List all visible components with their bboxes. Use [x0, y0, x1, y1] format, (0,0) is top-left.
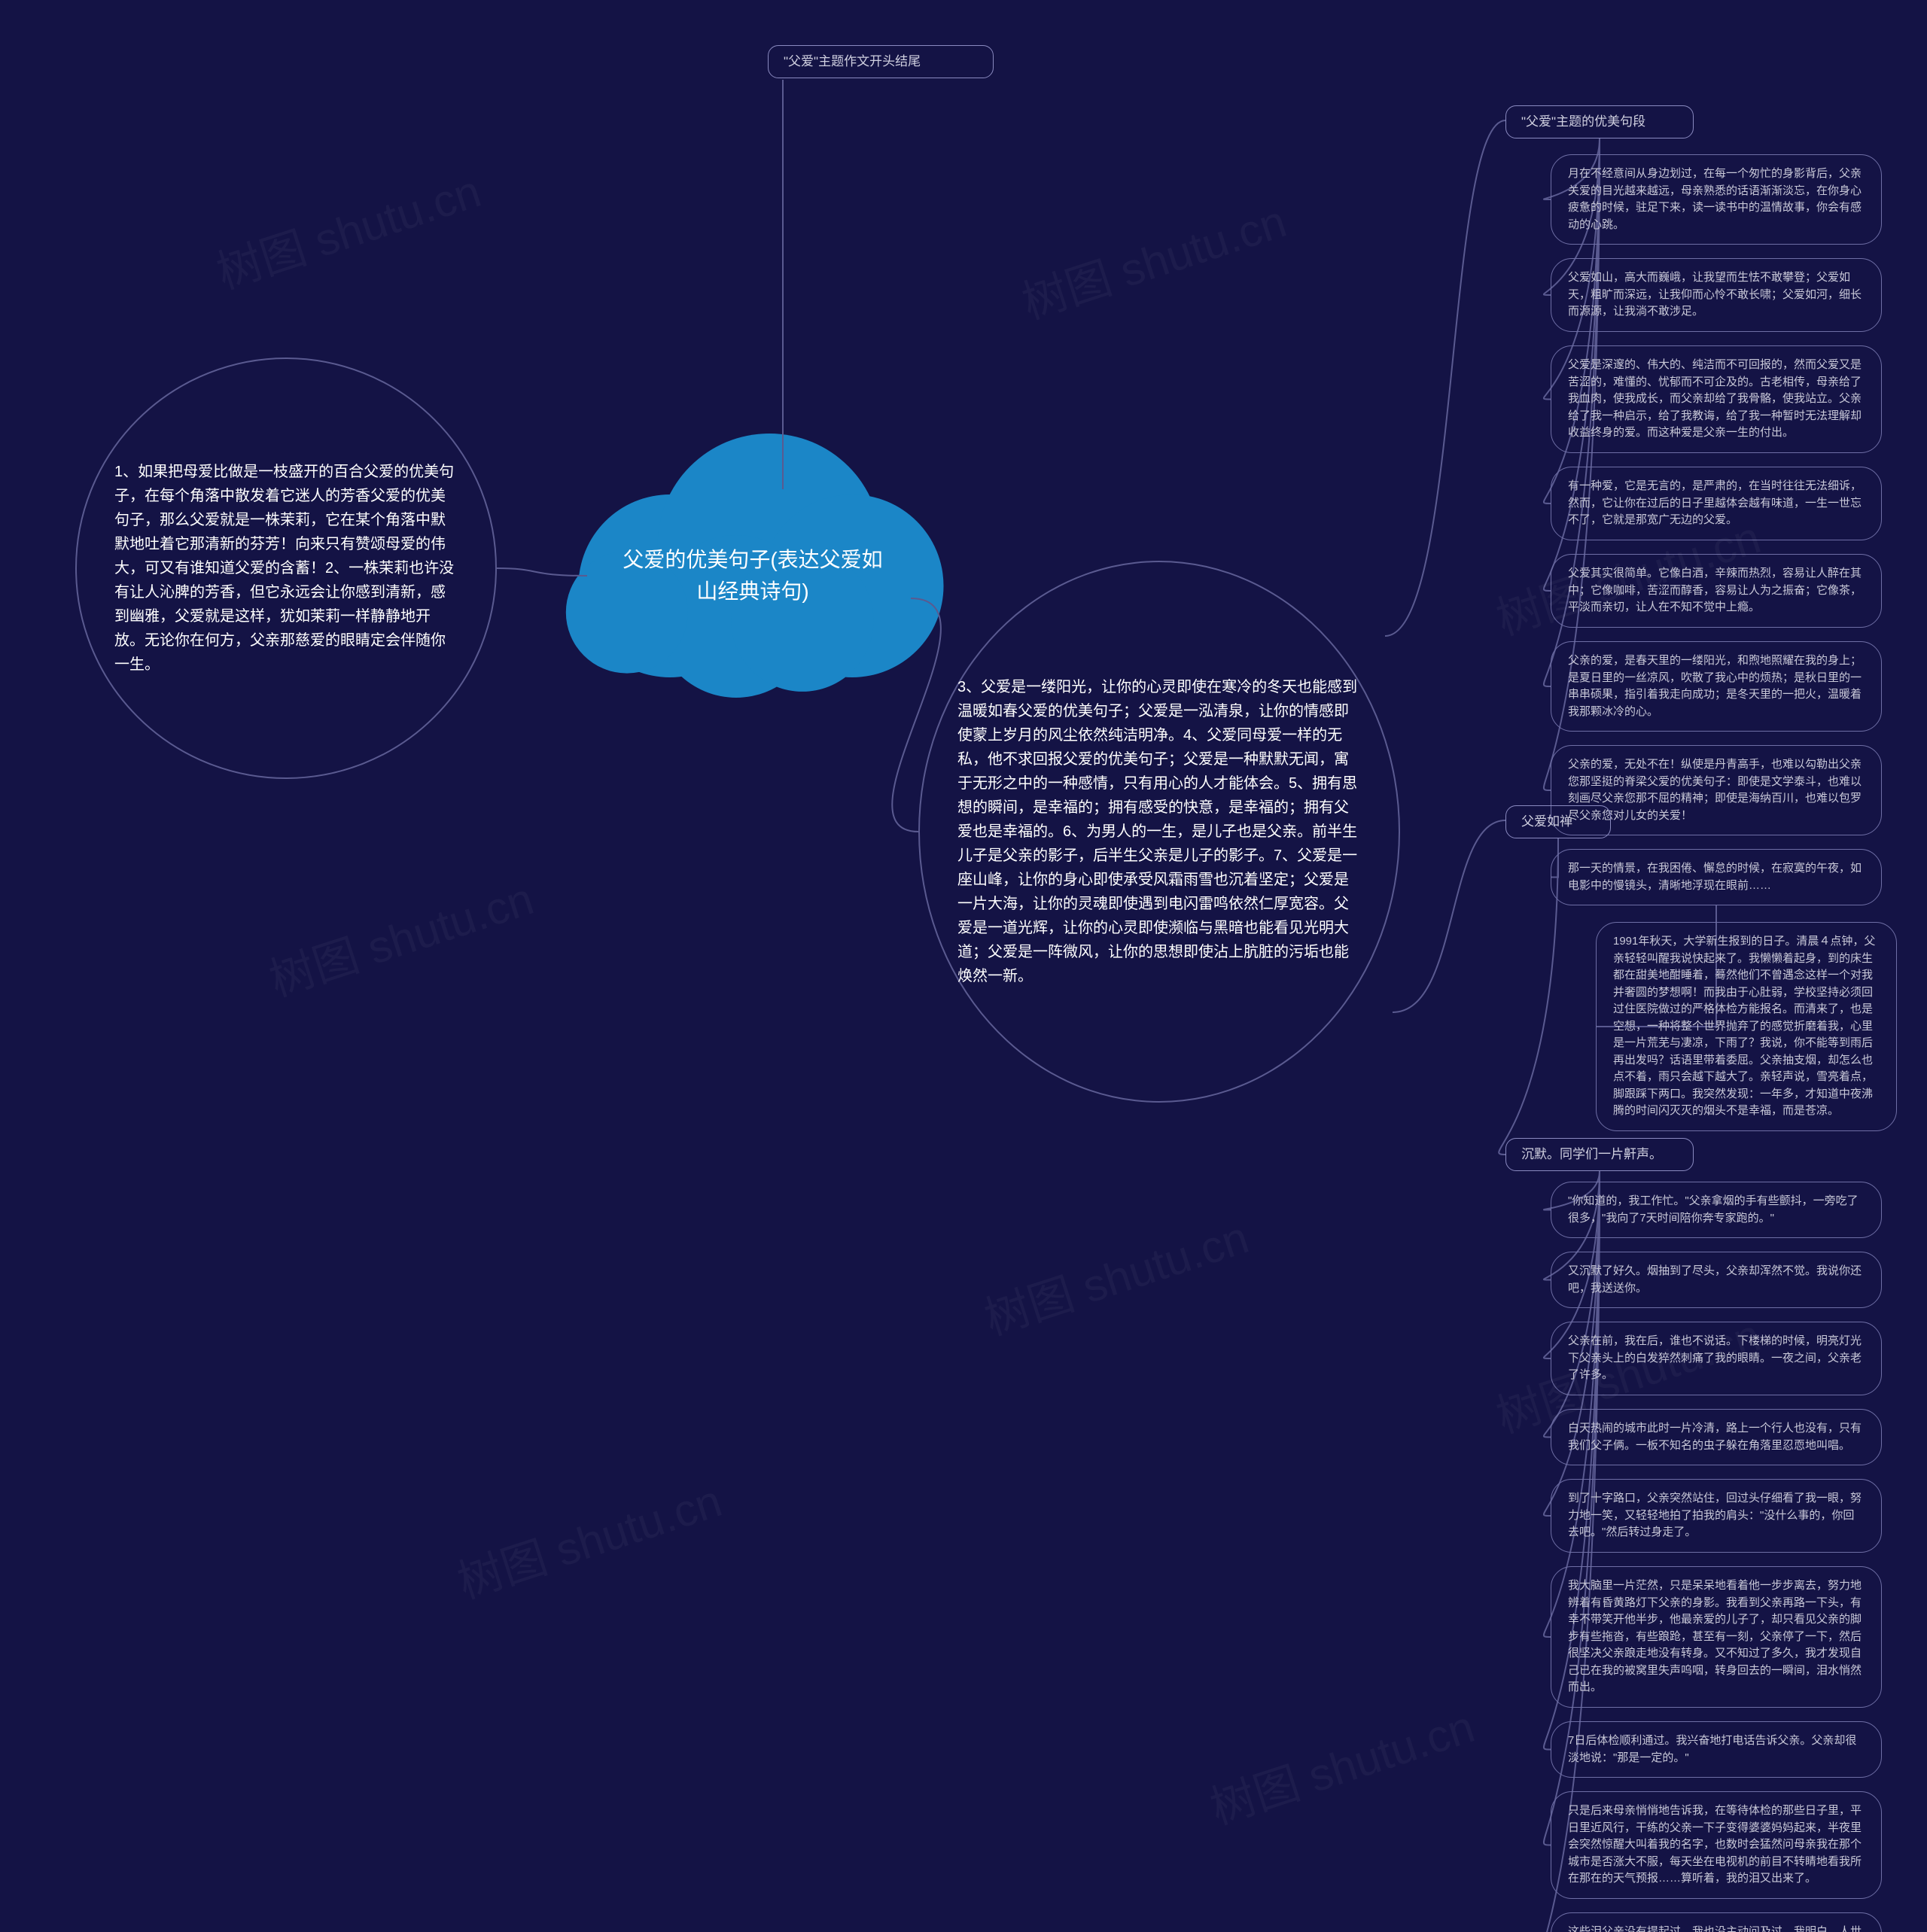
section-a-item-text: 月在不经意间从身边划过，在每一个匆忙的身影背后，父亲关爱的目光越来越远，母亲熟悉… [1568, 167, 1862, 231]
section-a-item: 有一种爱，它是无言的，是严肃的，在当时往往无法细诉，然而，它让你在过后的日子里越… [1551, 467, 1882, 540]
right-bubble-text: 3、父爱是一缕阳光，让你的心灵即使在寒冷的冬天也能感到温暖如春父爱的优美句子；父… [957, 675, 1361, 988]
section-a-item-text: 父爱是深邃的、伟大的、纯洁而不可回报的，然而父爱又是苦涩的，难懂的、忧郁而不可企… [1568, 358, 1862, 439]
section-b-mid: 沉默。同学们一片鼾声。 [1505, 1138, 1694, 1171]
section-b-item: 7日后体检顺利通过。我兴奋地打电话告诉父亲。父亲却很淡地说："那是一定的。" [1551, 1721, 1882, 1778]
section-b-item: 我大脑里一片茫然，只是呆呆地看着他一步步离去，努力地辨着有昏黄路灯下父亲的身影。… [1551, 1566, 1882, 1708]
section-b-item-text: 又沉默了好久。烟抽到了尽头，父亲却浑然不觉。我说你还吧，我送送你。 [1568, 1264, 1862, 1295]
section-a-item: 父爱是深邃的、伟大的、纯洁而不可回报的，然而父爱又是苦涩的，难懂的、忧郁而不可企… [1551, 345, 1882, 453]
section-a-item-text: 父亲的爱，是春天里的一缕阳光，和煦地照耀在我的身上；是夏日里的一丝凉风，吹散了我… [1568, 654, 1862, 718]
section-b-item-text: 这些泪父亲没有提起过，我也没主动问及过。我明白，人世间的善言有些狡黠，有些并不需… [1568, 1925, 1862, 1932]
section-b-item: 白天热闹的城市此时一片冷清，路上一个行人也没有，只有我们父子俩。一板不知名的虫子… [1551, 1409, 1882, 1465]
left-bubble: 1、如果把母爱比做是一枝盛开的百合父爱的优美句子，在每个角落中散发着它迷人的芳香… [75, 357, 497, 779]
top-title: "父爱"主题作文开头结尾 [768, 45, 994, 78]
right-bubble: 3、父爱是一缕阳光，让你的心灵即使在寒冷的冬天也能感到温暖如春父爱的优美句子；父… [918, 561, 1400, 1103]
section-b-item: 只是后来母亲悄悄地告诉我，在等待体检的那些日子里，平日里近风行，干练的父亲一下子… [1551, 1791, 1882, 1899]
section-a-title: "父爱"主题的优美句段 [1505, 105, 1694, 138]
section-a-item: 父亲的爱，是春天里的一缕阳光，和煦地照耀在我的身上；是夏日里的一丝凉风，吹散了我… [1551, 641, 1882, 732]
section-b-item-text: 白天热闹的城市此时一片冷清，路上一个行人也没有，只有我们父子俩。一板不知名的虫子… [1568, 1422, 1862, 1452]
section-a-item-text: 父爱如山，高大而巍峨，让我望而生怯不敢攀登；父爱如天，粗旷而深远，让我仰而心怜不… [1568, 271, 1862, 318]
section-a-item-text: 父爱其实很简单。它像白酒，辛辣而热烈，容易让人醉在其中；它像咖啡，苦涩而醇香，容… [1568, 567, 1862, 613]
section-b-item-text: 7日后体检顺利通过。我兴奋地打电话告诉父亲。父亲却很淡地说："那是一定的。" [1568, 1734, 1856, 1764]
left-bubble-text: 1、如果把母爱比做是一枝盛开的百合父爱的优美句子，在每个角落中散发着它迷人的芳香… [114, 460, 458, 677]
section-b-item-text: 我大脑里一片茫然，只是呆呆地看着他一步步离去，努力地辨着有昏黄路灯下父亲的身影。… [1568, 1579, 1862, 1693]
section-b-item-text: 到了十字路口，父亲突然站住，回过头仔细看了我一眼，努力地一笑，又轻轻地拍了拍我的… [1568, 1492, 1862, 1538]
section-b-item-text: 只是后来母亲悄悄地告诉我，在等待体检的那些日子里，平日里近风行，干练的父亲一下子… [1568, 1804, 1862, 1885]
section-b-lead: 那一天的情景，在我困倦、懈怠的时候，在寂寞的午夜，如电影中的慢镜头，清晰地浮现在… [1551, 849, 1882, 905]
section-b-item: "你知道的，我工作忙。"父亲拿烟的手有些颤抖，一旁吃了很多，"我向了7天时间陪你… [1551, 1182, 1882, 1238]
center-cloud-label: 父爱的优美句子(表达父爱如山经典诗句) [587, 474, 918, 677]
section-b-sub: 1991年秋天，大学新生报到的日子。清晨４点钟，父亲轻轻叫醒我说快起来了。我懒懒… [1596, 922, 1897, 1131]
section-b-mid-text: 沉默。同学们一片鼾声。 [1521, 1147, 1662, 1161]
section-b-item-text: 父亲在前，我在后，谁也不说话。下楼梯的时候，明亮灯光下父亲头上的白发猝然刺痛了我… [1568, 1334, 1862, 1381]
section-b-title-text: 父爱如禅 [1521, 814, 1572, 829]
top-title-text: "父爱"主题作文开头结尾 [784, 54, 921, 68]
section-b-sub-text: 1991年秋天，大学新生报到的日子。清晨４点钟，父亲轻轻叫醒我说快起来了。我懒懒… [1613, 935, 1875, 1117]
section-a-item-text: 有一种爱，它是无言的，是严肃的，在当时往往无法细诉，然而，它让你在过后的日子里越… [1568, 479, 1862, 526]
section-a-item: 月在不经意间从身边划过，在每一个匆忙的身影背后，父亲关爱的目光越来越远，母亲熟悉… [1551, 154, 1882, 245]
section-b-lead-text: 那一天的情景，在我困倦、懈怠的时候，在寂寞的午夜，如电影中的慢镜头，清晰地浮现在… [1568, 862, 1862, 892]
section-a-title-text: "父爱"主题的优美句段 [1521, 114, 1645, 129]
section-b-item: 又沉默了好久。烟抽到了尽头，父亲却浑然不觉。我说你还吧，我送送你。 [1551, 1252, 1882, 1308]
section-b-item-text: "你知道的，我工作忙。"父亲拿烟的手有些颤抖，一旁吃了很多，"我向了7天时间陪你… [1568, 1194, 1859, 1225]
section-a-item-text: 父亲的爱，无处不在！纵使是丹青高手，也难以勾勒出父亲您那坚挺的脊梁父爱的优美句子… [1568, 758, 1862, 822]
section-b-item: 到了十字路口，父亲突然站住，回过头仔细看了我一眼，努力地一笑，又轻轻地拍了拍我的… [1551, 1479, 1882, 1553]
section-a-item: 父爱如山，高大而巍峨，让我望而生怯不敢攀登；父爱如天，粗旷而深远，让我仰而心怜不… [1551, 258, 1882, 332]
section-b-item: 这些泪父亲没有提起过，我也没主动问及过。我明白，人世间的善言有些狡黠，有些并不需… [1551, 1912, 1882, 1932]
center-text: 父爱的优美句子(表达父爱如山经典诗句) [587, 544, 918, 607]
section-a-item: 父爱其实很简单。它像白酒，辛辣而热烈，容易让人醉在其中；它像咖啡，苦涩而醇香，容… [1551, 554, 1882, 628]
section-b-title: 父爱如禅 [1505, 805, 1611, 838]
section-b-item: 父亲在前，我在后，谁也不说话。下楼梯的时候，明亮灯光下父亲头上的白发猝然刺痛了我… [1551, 1322, 1882, 1395]
